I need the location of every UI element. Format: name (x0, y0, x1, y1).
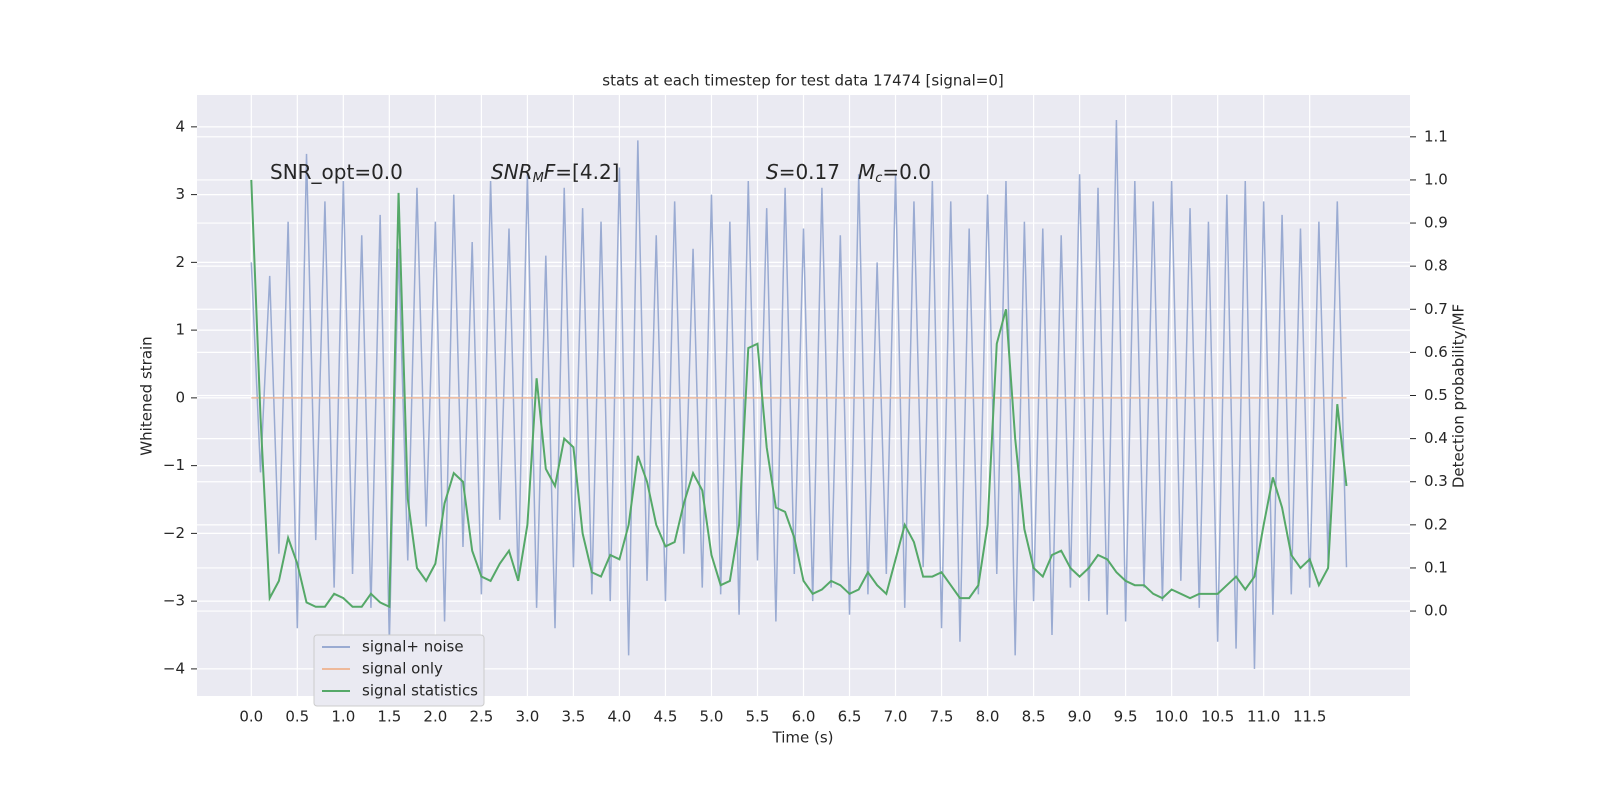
y-tick-label: −1 (163, 456, 185, 474)
annotation-part: c (875, 171, 882, 186)
annotation-part: =0.0 (882, 160, 931, 184)
annotation: SNR_opt=0.0 (270, 160, 403, 184)
y2-tick-label: 0.4 (1424, 429, 1448, 447)
annotation-part: M (858, 160, 875, 184)
y2-tick-label: 1.1 (1424, 127, 1448, 145)
x-tick-label: 2.5 (469, 708, 493, 726)
y2-tick-label: 0.8 (1424, 257, 1448, 275)
y-tick-label: 0 (175, 388, 185, 406)
annotation: Mc=0.0 (858, 160, 931, 186)
x-tick-label: 1.5 (377, 708, 401, 726)
x-tick-label: 4.0 (608, 708, 632, 726)
y-axis-label: Whitened strain (138, 336, 156, 455)
x-tick-label: 0.0 (239, 708, 263, 726)
annotation-part: M (533, 171, 544, 186)
legend-box (313, 634, 485, 707)
y2-tick-label: 1.0 (1424, 170, 1448, 188)
chart-title: stats at each timestep for test data 174… (602, 72, 1003, 90)
x-tick-label: 4.5 (654, 708, 678, 726)
y2-tick-label: 0.5 (1424, 386, 1448, 404)
y2-tick-label: 0.1 (1424, 558, 1448, 576)
y2-tick-label: 0.7 (1424, 300, 1448, 318)
series-line (250, 120, 1348, 669)
x-tick-label: 0.5 (285, 708, 309, 726)
y2-tick-label: 0.9 (1424, 214, 1448, 232)
y2-tick-label: 0.2 (1424, 515, 1448, 533)
annotation-part: SNR_opt=0.0 (270, 160, 403, 184)
annotation: SNRMF=[4.2] (491, 160, 619, 186)
x-tick-label: 9.5 (1114, 708, 1138, 726)
annotation-part: =[4.2] (555, 160, 619, 184)
y2-tick-label: 0.6 (1424, 343, 1448, 361)
y2-tick-label: 0.0 (1424, 602, 1448, 620)
x-tick-label: 11.5 (1293, 708, 1326, 726)
y-tick-label: −2 (163, 524, 185, 542)
x-tick-label: 6.5 (838, 708, 862, 726)
x-tick-label: 7.5 (930, 708, 954, 726)
x-tick-label: 1.0 (331, 708, 355, 726)
y-tick-label: −4 (163, 659, 185, 677)
x-axis-label: Time (s) (772, 729, 834, 747)
annotation: S=0.17 (766, 160, 840, 184)
x-tick-label: 3.5 (561, 708, 585, 726)
y-tick-label: 1 (175, 321, 185, 339)
y-tick-label: 3 (175, 185, 185, 203)
x-tick-label: 5.5 (746, 708, 770, 726)
x-tick-label: 5.0 (700, 708, 724, 726)
x-tick-label: 7.0 (884, 708, 908, 726)
x-tick-label: 10.5 (1201, 708, 1234, 726)
y2-tick-label: 0.3 (1424, 472, 1448, 490)
x-tick-label: 6.0 (792, 708, 816, 726)
y-tick-label: −3 (163, 592, 185, 610)
x-tick-label: 11.0 (1247, 708, 1280, 726)
y-tick-label: 4 (175, 117, 185, 135)
annotation-part: SNR (491, 160, 533, 184)
x-tick-label: 8.0 (976, 708, 1000, 726)
y-tick-label: 2 (175, 253, 185, 271)
annotation-part: =0.17 (779, 160, 840, 184)
annotation-part: S (766, 160, 779, 184)
y2-axis-label: Detection probability/MF (1450, 304, 1468, 488)
legend-label: signal only (362, 660, 443, 678)
series-line (250, 179, 1348, 609)
x-tick-label: 3.0 (515, 708, 539, 726)
annotation-part: F (544, 160, 556, 184)
x-tick-label: 10.0 (1155, 708, 1188, 726)
x-tick-label: 8.5 (1022, 708, 1046, 726)
legend-label: signal+ noise (362, 638, 464, 656)
legend-label: signal statistics (362, 682, 478, 700)
x-tick-label: 2.0 (423, 708, 447, 726)
x-tick-label: 9.0 (1068, 708, 1092, 726)
